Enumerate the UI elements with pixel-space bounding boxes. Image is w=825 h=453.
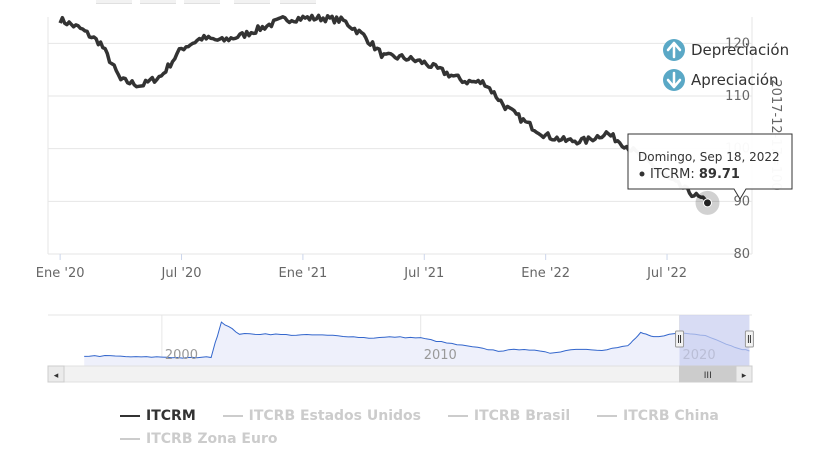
tooltip-series-name: ITCRM <box>650 167 690 182</box>
tooltip-colon: : <box>690 167 699 182</box>
tooltip-box <box>627 133 793 200</box>
navigator-year-label: 2010 <box>424 348 457 363</box>
scrollbar-thumb-grip: III <box>704 371 712 381</box>
navigator-left-handle[interactable] <box>675 330 685 348</box>
legend-label: ITCRB Zona Euro <box>146 431 278 447</box>
range-button-5[interactable] <box>280 0 316 4</box>
y-tick-label: 80 <box>733 247 750 262</box>
navigator-right-handle-body[interactable] <box>744 330 754 348</box>
x-tick-label: Jul '21 <box>403 266 444 281</box>
range-button-4[interactable] <box>234 0 270 4</box>
legend-item-itcrb-estados-unidos[interactable]: ITCRB Estados Unidos <box>222 406 421 426</box>
y-tick-label: 120 <box>725 36 750 51</box>
legend-item-itcrm[interactable]: ITCRM <box>120 406 196 426</box>
legend-item-itcrb-china[interactable]: ITCRB China <box>597 406 719 426</box>
range-button-2[interactable] <box>140 0 176 4</box>
chevron-left-icon: ◂ <box>54 371 59 381</box>
tooltip: Domingo, Sep 18, 2022 ITCRM: 89.71 <box>627 133 793 200</box>
range-button-1[interactable] <box>96 0 132 4</box>
navigator-left-handle-body[interactable] <box>675 330 685 348</box>
legend-swatch <box>597 415 618 417</box>
x-tick-label: Jul '20 <box>161 266 202 281</box>
y-tick-label: 90 <box>733 194 750 209</box>
x-tick-label: Ene '20 <box>36 266 85 281</box>
legend: ITCRM ITCRB Estados Unidos ITCRB Brasil … <box>120 403 760 449</box>
legend-label: ITCRB Brasil <box>473 408 571 424</box>
x-tick-label: Ene '22 <box>521 266 570 281</box>
legend-swatch <box>447 415 468 417</box>
navigator-selected-range[interactable] <box>679 315 750 366</box>
navigator-year-label: 2000 <box>165 348 198 363</box>
navigator-series-area <box>84 322 750 366</box>
tooltip-series-row: ITCRM: 89.71 <box>650 167 740 182</box>
chevron-right-icon: ▸ <box>742 371 747 381</box>
legend-label: ITCRB China <box>623 408 719 424</box>
depreciacion-annotation[interactable]: Depreciación <box>663 39 789 61</box>
legend-swatch <box>120 438 140 440</box>
x-tick-label: Ene '21 <box>279 266 328 281</box>
legend-swatch <box>222 415 243 417</box>
navigator-right-handle[interactable] <box>744 330 754 348</box>
arrow-up-glyph <box>666 41 682 59</box>
legend-label: ITCRM <box>146 408 196 424</box>
range-button-3[interactable] <box>184 0 220 4</box>
x-tick-label: Jul '22 <box>646 266 687 281</box>
hover-point[interactable] <box>702 198 712 208</box>
apreciacion-label: Apreciación <box>691 71 779 89</box>
scrollbar-right-button[interactable] <box>735 365 753 383</box>
tooltip-value: 89.71 <box>699 167 740 182</box>
depreciacion-label: Depreciación <box>691 41 789 59</box>
tooltip-series-dot <box>639 171 645 177</box>
itcrm-series-line[interactable] <box>58 13 709 204</box>
scrollbar-left-button[interactable] <box>47 365 65 383</box>
apreciacion-annotation[interactable]: Apreciación <box>663 69 779 91</box>
legend-swatch <box>120 415 140 417</box>
scrollbar-track[interactable] <box>47 365 753 383</box>
tooltip-date: Domingo, Sep 18, 2022 <box>638 150 780 164</box>
legend-label: ITCRB Estados Unidos <box>248 408 421 424</box>
navigator-series-line <box>84 321 750 359</box>
legend-item-itcrb-brasil[interactable]: ITCRB Brasil <box>447 406 571 426</box>
arrow-down-glyph <box>666 71 682 89</box>
x-axis-ticks: Ene '20 Jul '20 Ene '21 Jul '21 Ene '22 Jul '… <box>36 254 687 281</box>
y-tick-label: 110 <box>725 89 750 104</box>
legend-item-itcrb-zona-euro[interactable]: ITCRB Zona Euro <box>120 429 277 449</box>
